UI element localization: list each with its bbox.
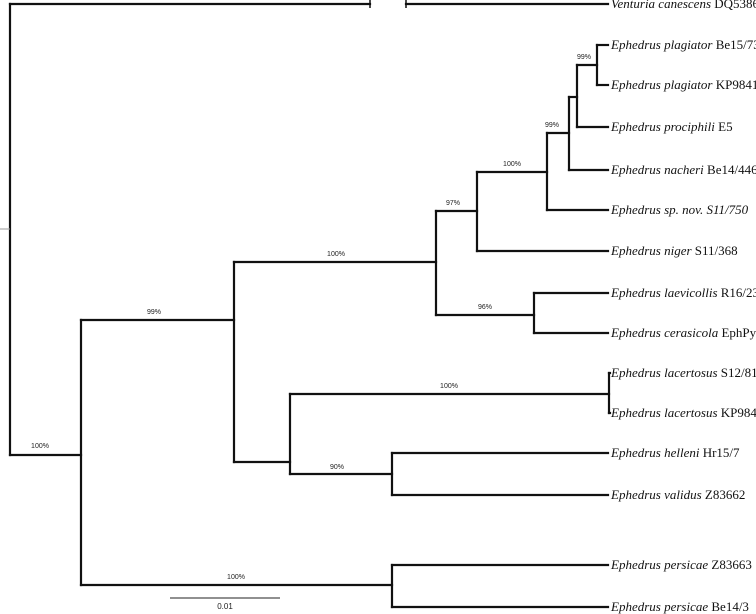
bootstrap-support: 100% (31, 443, 49, 450)
species-name: Ephedrus persicae (611, 557, 709, 572)
taxon-label: Ephedrus niger S11/368 (611, 244, 738, 258)
specimen-code: Hr15/7 (702, 445, 740, 460)
species-name: Venturia canescens (611, 0, 712, 11)
bootstrap-support: 99% (146, 309, 162, 316)
specimen-code: DQ538680 (714, 0, 756, 11)
species-name: Ephedrus niger (611, 243, 692, 258)
species-name: Ephedrus plagiator (611, 37, 713, 52)
taxon-label: Ephedrus persicae Be14/3 (611, 600, 749, 614)
species-name: Ephedrus lacertosus (611, 365, 718, 380)
specimen-code: E5 (718, 119, 733, 134)
species-name: Ephedrus plagiator (611, 77, 713, 92)
species-name: Ephedrus persicae (611, 599, 709, 614)
species-name: Ephedrus cerasicola (611, 325, 719, 340)
taxon-label: Ephedrus lacertosus KP984206 (611, 406, 756, 420)
bootstrap-support: 96% (477, 304, 493, 311)
taxon-label: Ephedrus cerasicola EphPyr_2 (611, 326, 756, 340)
species-name: Ephedrus helleni (611, 445, 700, 460)
taxon-label: Ephedrus sp. nov. S11/750 (611, 203, 748, 217)
specimen-code: KP984110 (715, 77, 756, 92)
species-name: Ephedrus validus (611, 487, 702, 502)
bootstrap-support: 100% (503, 161, 521, 168)
scale-bar-label: 0.01 (217, 602, 233, 611)
taxon-label: Ephedrus validus Z83662 (611, 488, 745, 502)
species-name: Ephedrus laevicollis (611, 285, 718, 300)
taxon-label: Ephedrus helleni Hr15/7 (611, 446, 740, 460)
taxon-label: Ephedrus laevicollis R16/23_2 (611, 286, 756, 300)
bootstrap-support: 100% (440, 383, 458, 390)
bootstrap-support: 99% (576, 54, 592, 61)
bootstrap-support: 90% (329, 464, 345, 471)
specimen-code: Be14/3 (711, 599, 749, 614)
species-name: Ephedrus nacheri (611, 162, 704, 177)
taxon-label: Venturia canescens DQ538680 (611, 0, 756, 11)
species-name: Ephedrus sp. nov. S11/750 (611, 202, 749, 217)
specimen-code: Z83662 (704, 487, 746, 502)
bootstrap-support: 99% (544, 122, 560, 129)
taxon-label: Ephedrus plagiator KP984110 (611, 78, 756, 92)
specimen-code: S12/818 (720, 365, 756, 380)
specimen-code: S11/368 (694, 243, 738, 258)
bootstrap-support: 100% (327, 251, 345, 258)
taxon-label: Ephedrus lacertosus S12/818 (611, 366, 756, 380)
taxon-label: Ephedrus prociphili E5 (611, 120, 733, 134)
specimen-code: Be14/446 (707, 162, 756, 177)
specimen-code: KP984206 (720, 405, 756, 420)
bootstrap-support: 100% (227, 574, 245, 581)
species-name: Ephedrus lacertosus (611, 405, 718, 420)
specimen-code: R16/23_2 (720, 285, 756, 300)
taxon-label: Ephedrus nacheri Be14/446 (611, 163, 756, 177)
specimen-code: Be15/73 (715, 37, 756, 52)
specimen-code: Z83663 (711, 557, 752, 572)
taxon-label: Ephedrus persicae Z83663 (611, 558, 752, 572)
species-name: Ephedrus prociphili (611, 119, 715, 134)
specimen-code: EphPyr_2 (721, 325, 756, 340)
bootstrap-support: 97% (445, 200, 461, 207)
taxon-label: Ephedrus plagiator Be15/73 (611, 38, 756, 52)
